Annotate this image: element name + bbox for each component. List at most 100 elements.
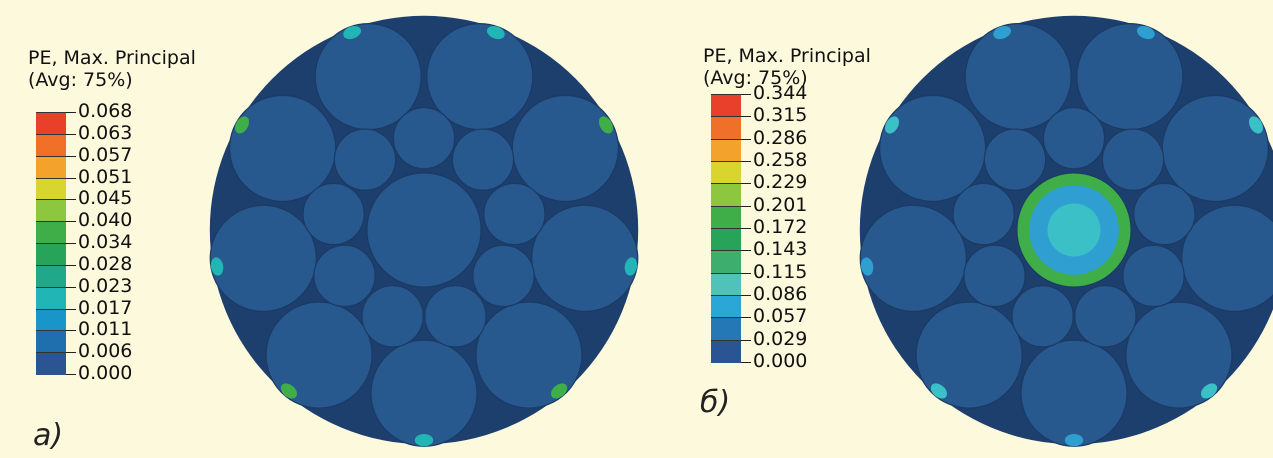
legend-tick [66, 199, 76, 201]
legend-tick [741, 94, 751, 95]
legend-value: 0.201 [753, 193, 808, 216]
legend-swatch [711, 250, 741, 274]
legend-swatch [36, 199, 66, 223]
legend-swatch [711, 94, 741, 118]
inner-wire [333, 128, 397, 191]
legend-value: 0.258 [753, 149, 808, 171]
legend-swatch [36, 155, 66, 179]
stress-hotspot [486, 25, 505, 40]
stress-hotspot [280, 383, 297, 399]
legend-swatch [36, 264, 66, 288]
legend-tick [741, 228, 751, 229]
inner-wire [361, 285, 424, 348]
legend-tick [66, 330, 76, 332]
outer-wire [475, 301, 583, 409]
legend-tick [66, 112, 76, 113]
panel-caption: a) [33, 418, 64, 453]
legend-tick [741, 205, 751, 207]
outer-wire [1181, 204, 1273, 312]
stress-hotspot [885, 116, 900, 134]
legend-value: 0.063 [78, 121, 133, 144]
legend-value: 0.000 [753, 350, 808, 372]
legend-swatch [36, 352, 66, 375]
legend-title-line1: PE, Max. Principal [28, 47, 196, 69]
legend-value: 0.286 [753, 126, 808, 149]
wire-group [859, 15, 1273, 447]
legend-swatch [36, 308, 66, 332]
outer-wire [209, 204, 317, 312]
legend-value: 0.068 [78, 100, 133, 122]
stress-hotspot [1248, 116, 1263, 134]
legend-title-line1: PE, Max. Principal [703, 45, 871, 67]
stress-hotspot [210, 257, 224, 276]
inner-wire [1042, 106, 1106, 170]
stress-hotspot [343, 25, 362, 40]
legend-value: 0.011 [78, 318, 133, 341]
legend-swatch [36, 221, 66, 244]
inner-wire [472, 244, 535, 308]
legend-tick [66, 308, 76, 310]
legend-swatch [36, 112, 66, 135]
outer-wire [879, 94, 987, 203]
legend-value: 0.057 [753, 305, 808, 328]
stress-hotspot [1136, 25, 1155, 40]
inner-wire [451, 128, 515, 191]
stress-hotspot [598, 116, 613, 134]
inner-wire [1074, 285, 1137, 348]
panel-caption: б) [700, 385, 731, 420]
legend-value: 0.115 [753, 260, 808, 283]
legend-title-line2: (Avg: 75%) [703, 67, 808, 89]
core-center [1047, 203, 1101, 257]
inner-wire [983, 128, 1047, 191]
wire-group [209, 15, 639, 447]
legend-value: 0.028 [78, 252, 133, 275]
inner-wire [1122, 244, 1185, 308]
stress-hotspot [624, 257, 638, 276]
legend-tick [741, 295, 751, 296]
outer-wire [859, 204, 967, 312]
outer-wire [1020, 339, 1128, 447]
legend-tick [66, 352, 76, 354]
inner-wire [963, 244, 1026, 308]
outer-wire [915, 301, 1023, 409]
legend-swatch [711, 339, 741, 363]
legend-tick [741, 138, 751, 140]
stress-hotspot [1064, 434, 1084, 447]
color-legend: 0.068 0.063 0.057 0.051 0.045 0.040 0.034 0.028… [36, 102, 186, 383]
stress-hotspot [860, 257, 874, 276]
legend-swatch [711, 161, 741, 185]
panel-a: PE, Max. Principal (Avg: 75%) 0.068 0.063… [28, 15, 639, 453]
legend-value: 0.051 [78, 165, 133, 188]
legend-tick [741, 272, 751, 274]
inner-wire [483, 182, 546, 246]
legend-swatch [711, 228, 741, 252]
legend-value: 0.006 [78, 340, 133, 363]
legend-value: 0.023 [78, 274, 133, 297]
legend-tick [66, 155, 76, 157]
core-wire [366, 172, 482, 288]
legend-tick [66, 177, 76, 179]
legend-swatch [711, 272, 741, 296]
legend-swatch [36, 177, 66, 201]
legend-swatch [711, 317, 741, 341]
legend-swatch [36, 243, 66, 266]
legend-tick [66, 374, 76, 375]
outer-wire [1161, 94, 1269, 203]
legend-tick [741, 183, 751, 185]
stress-hotspot [414, 434, 434, 447]
panel-b: PE, Max. Principal (Avg: 75%) 0.344 0.315… [640, 0, 1273, 458]
legend-tick [66, 243, 76, 244]
inner-wire [1011, 285, 1074, 348]
legend-swatch [711, 183, 741, 207]
legend-tick [66, 221, 76, 223]
outer-wire [265, 301, 373, 409]
outer-wire [531, 204, 639, 312]
legend-value: 0.040 [78, 209, 133, 232]
outer-wire [370, 339, 478, 447]
legend-tick [741, 317, 751, 319]
outer-wire [229, 94, 337, 203]
inner-wire [1133, 182, 1196, 246]
strand-cross-section [209, 15, 639, 447]
legend-tick [66, 286, 76, 288]
legend-swatch [711, 295, 741, 319]
